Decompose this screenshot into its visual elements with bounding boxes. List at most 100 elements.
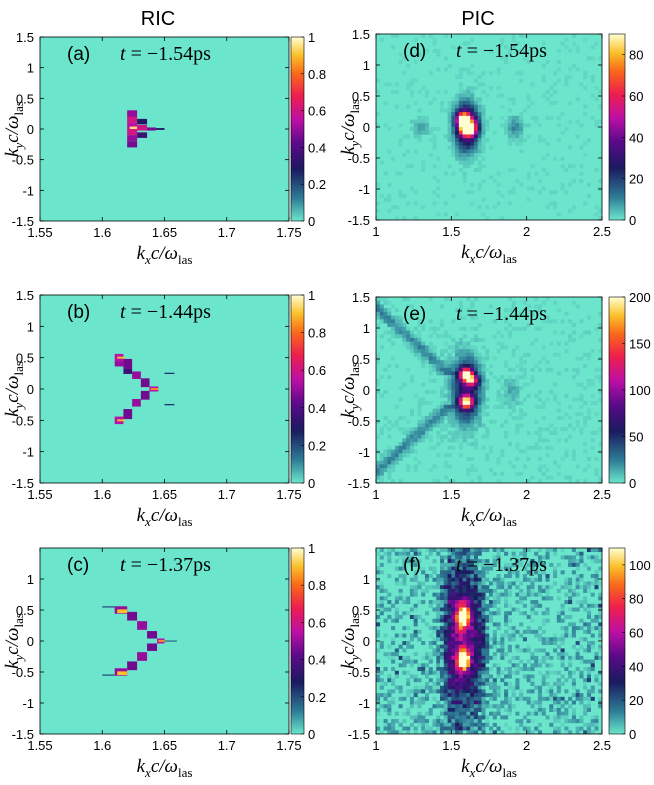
heatmap-cell bbox=[522, 382, 527, 387]
heatmap-cell bbox=[545, 596, 550, 601]
heatmap-cell bbox=[598, 390, 602, 395]
heatmap-cell bbox=[424, 423, 430, 428]
heatmap-cell bbox=[530, 570, 535, 575]
heatmap-cell bbox=[428, 352, 433, 357]
heatmap-cell bbox=[458, 629, 463, 634]
heatmap-cell bbox=[473, 412, 478, 417]
heatmap-cell bbox=[470, 434, 475, 439]
heatmap-cell bbox=[485, 648, 490, 653]
heatmap-cell bbox=[447, 430, 452, 435]
heatmap-cell bbox=[158, 640, 165, 642]
heatmap-cell bbox=[387, 693, 392, 698]
heatmap-cell bbox=[391, 449, 396, 454]
heatmap-cell bbox=[537, 730, 543, 734]
heatmap-cell bbox=[387, 363, 392, 368]
heatmap-cell bbox=[507, 618, 512, 623]
heatmap-cell bbox=[470, 648, 475, 653]
heatmap-cell bbox=[432, 730, 437, 734]
heatmap-cell bbox=[481, 559, 486, 564]
heatmap-cell bbox=[477, 134, 482, 139]
heatmap-cell bbox=[492, 629, 497, 634]
heatmap-cell bbox=[534, 685, 539, 690]
heatmap-cell bbox=[515, 401, 520, 406]
heatmap-cell bbox=[458, 397, 463, 402]
heatmap-cell bbox=[440, 581, 445, 586]
heatmap-cell bbox=[526, 629, 531, 634]
heatmap-cell bbox=[413, 345, 418, 350]
heatmap-cell bbox=[590, 115, 595, 120]
heatmap-cell bbox=[534, 430, 539, 435]
heatmap-cell bbox=[409, 82, 414, 87]
x-tick-label: 1.7 bbox=[218, 738, 236, 753]
heatmap-cell bbox=[455, 434, 460, 439]
heatmap-cell bbox=[379, 375, 384, 380]
heatmap-cell bbox=[553, 681, 558, 686]
heatmap-cell bbox=[545, 453, 550, 458]
heatmap-cell bbox=[428, 730, 433, 734]
heatmap-cell bbox=[406, 367, 411, 372]
heatmap-cell bbox=[545, 360, 550, 365]
heatmap-cell bbox=[406, 434, 411, 439]
heatmap-cell bbox=[443, 562, 448, 567]
heatmap-cell bbox=[526, 626, 531, 631]
heatmap-cell bbox=[436, 356, 441, 361]
heatmap-cell bbox=[436, 629, 441, 634]
heatmap-cell bbox=[511, 378, 516, 383]
heatmap-cell bbox=[458, 711, 463, 716]
heatmap-cell bbox=[473, 644, 478, 649]
heatmap-cell bbox=[376, 570, 381, 575]
heatmap-cell bbox=[458, 607, 463, 612]
heatmap-cell bbox=[432, 600, 437, 605]
heatmap-cell bbox=[526, 696, 531, 701]
heatmap-cell bbox=[519, 722, 524, 727]
heatmap-cell bbox=[564, 78, 569, 83]
heatmap-cell bbox=[530, 674, 535, 679]
heatmap-cell bbox=[579, 618, 584, 623]
heatmap-cell bbox=[417, 722, 422, 727]
heatmap-cell bbox=[473, 689, 478, 694]
heatmap-cell bbox=[481, 614, 486, 619]
heatmap-cell bbox=[451, 644, 456, 649]
heatmap-cell bbox=[594, 555, 599, 560]
y-tick-label: -0.5 bbox=[348, 665, 370, 680]
heatmap-cell bbox=[560, 585, 565, 590]
heatmap-cell bbox=[571, 205, 576, 210]
heatmap-cell bbox=[481, 363, 486, 368]
heatmap-cell bbox=[466, 592, 471, 597]
heatmap-cell bbox=[421, 164, 426, 169]
heatmap-cell bbox=[451, 667, 456, 672]
heatmap-cell bbox=[432, 326, 437, 331]
heatmap-cell bbox=[458, 600, 463, 605]
heatmap-cell bbox=[432, 577, 437, 582]
heatmap-cell bbox=[376, 311, 381, 316]
heatmap-cell bbox=[443, 375, 448, 380]
heatmap-cell bbox=[421, 360, 426, 365]
heatmap-cell bbox=[462, 652, 467, 657]
heatmap-cell bbox=[477, 659, 482, 664]
heatmap-cell bbox=[406, 164, 411, 169]
heatmap-cell bbox=[575, 45, 580, 50]
heatmap-cell bbox=[470, 704, 475, 709]
heatmap-cell bbox=[492, 663, 497, 668]
heatmap-cell bbox=[458, 375, 463, 380]
heatmap-cell bbox=[507, 382, 512, 387]
heatmap-cell bbox=[541, 674, 546, 679]
heatmap-cell bbox=[515, 681, 520, 686]
heatmap-cell bbox=[556, 719, 561, 724]
heatmap-cell bbox=[473, 663, 478, 668]
heatmap-cell bbox=[458, 341, 463, 346]
heatmap-cell bbox=[406, 337, 411, 342]
heatmap-cell bbox=[409, 304, 414, 309]
heatmap-cell bbox=[522, 397, 527, 402]
heatmap-cell bbox=[549, 201, 554, 206]
heatmap-cell bbox=[519, 596, 524, 601]
heatmap-cell bbox=[560, 641, 565, 646]
x-tick-label: 1.65 bbox=[152, 225, 177, 240]
y-tick-label: -0.5 bbox=[348, 151, 370, 166]
heatmap-cell bbox=[402, 430, 407, 435]
heatmap-cell bbox=[477, 382, 482, 387]
heatmap-cell bbox=[451, 45, 456, 50]
heatmap-cell bbox=[564, 127, 569, 132]
heatmap-cell bbox=[470, 408, 475, 413]
heatmap-cell bbox=[137, 125, 148, 131]
